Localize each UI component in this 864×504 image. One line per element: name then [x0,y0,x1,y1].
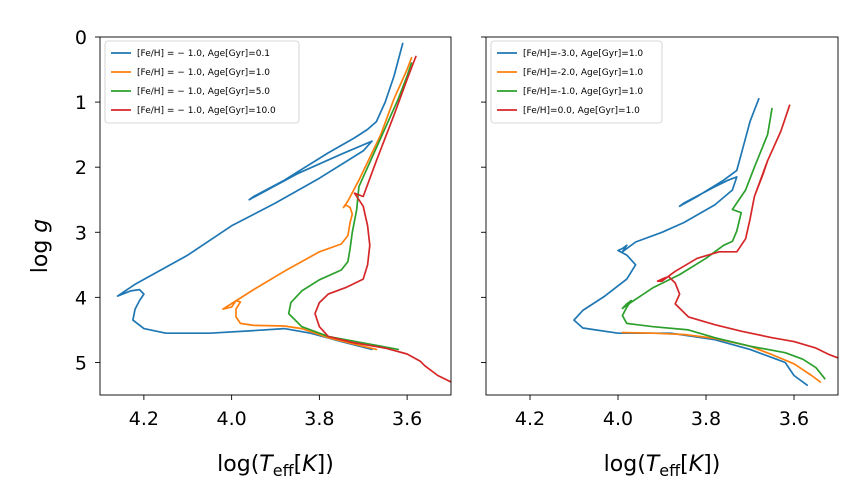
series-group [116,42,451,383]
x-tick-label: 4.2 [129,408,159,430]
x-tick-label: 3.6 [779,408,809,430]
series-line-1 [573,97,809,387]
y-tick-label: 1 [75,92,87,114]
legend-entry-label: [Fe/H] = − 1.0, Age[Gyr]=1.0 [137,68,270,78]
y-tick-label: 3 [75,222,87,244]
legend-box [104,40,300,124]
x-tick-label: 3.8 [304,408,334,430]
series-line-2 [222,56,413,351]
legend-box [490,40,663,124]
legend: [Fe/H] = − 1.0, Age[Gyr]=0.1 [Fe/H] = − 1… [104,40,300,124]
legend: [Fe/H]=-3.0, Age[Gyr]=1.0 [Fe/H]=-2.0, Ag… [490,40,663,124]
series-line-4 [656,104,838,359]
y-axis-label: log g [28,219,53,274]
plot-frame [99,36,452,396]
x-axis-label: log(Teff[K]) [604,452,721,480]
x-tick-label: 3.8 [691,408,721,430]
y-tick-label: 2 [75,157,87,179]
series-line-1 [116,42,404,351]
series-line-3 [287,62,413,351]
legend-entry-label: [Fe/H] = − 1.0, Age[Gyr]=5.0 [137,87,270,97]
x-tick-label: 4.0 [603,408,633,430]
legend-entry-label: [Fe/H] = − 1.0, Age[Gyr]=0.1 [137,49,270,59]
legend-entry-label: [Fe/H] = − 1.0, Age[Gyr]=10.0 [137,106,276,116]
left-panel: 4.2 4.0 3.8 3.6 0 1 2 3 4 5 log(Teff[K]) log g [Fe/H… [28,27,452,480]
x-tick-label: 4.0 [217,408,247,430]
y-tick-label: 5 [75,352,87,374]
y-tick-label: 0 [75,27,87,49]
series-line-3 [621,107,826,380]
legend-entry-label: [Fe/H]=-2.0, Age[Gyr]=1.0 [523,68,643,78]
plot-frame [485,36,839,396]
legend-entry-label: [Fe/H]=0.0, Age[Gyr]=1.0 [523,106,640,116]
x-axis-label: log(Teff[K]) [217,452,334,480]
series-group [573,97,838,387]
series-line-4 [314,55,451,383]
legend-entry-label: [Fe/H]=-1.0, Age[Gyr]=1.0 [523,87,643,97]
right-panel: 4.2 4.0 3.8 3.6 log(Teff[K]) [Fe/H]=-3.0, Age… [481,36,839,480]
x-tick-label: 3.6 [392,408,422,430]
y-tick-label: 4 [75,287,87,309]
legend-entry-label: [Fe/H]=-3.0, Age[Gyr]=1.0 [523,49,643,59]
x-tick-label: 4.2 [515,408,545,430]
